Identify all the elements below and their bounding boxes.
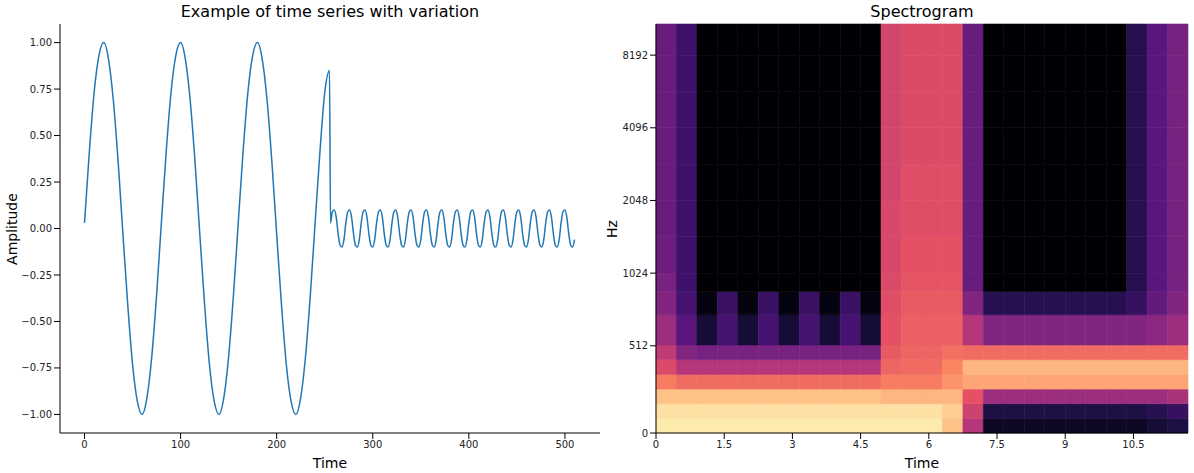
svg-text:6: 6 [926, 439, 932, 450]
svg-text:300: 300 [363, 439, 382, 450]
svg-text:9: 9 [1062, 439, 1068, 450]
svg-text:1.00: 1.00 [30, 37, 52, 48]
svg-text:0: 0 [642, 428, 648, 439]
svg-text:400: 400 [459, 439, 478, 450]
svg-text:0.50: 0.50 [30, 130, 52, 141]
svg-text:4.5: 4.5 [853, 439, 869, 450]
svg-text:1.5: 1.5 [716, 439, 732, 450]
svg-text:−0.75: −0.75 [21, 362, 52, 373]
svg-text:0: 0 [81, 439, 87, 450]
svg-text:10.5: 10.5 [1122, 439, 1144, 450]
svg-text:−1.00: −1.00 [21, 409, 52, 420]
html-text:Amplitude: Amplitude [4, 192, 20, 265]
svg-text:0: 0 [653, 439, 659, 450]
svg-text:512: 512 [629, 340, 648, 351]
svg-text:7.5: 7.5 [989, 439, 1005, 450]
svg-text:3: 3 [789, 439, 795, 450]
svg-text:−0.50: −0.50 [21, 316, 52, 327]
html-text:Time: Time [904, 455, 940, 471]
svg-text:0.75: 0.75 [30, 84, 52, 95]
html-text:Hz: Hz [604, 219, 620, 238]
svg-text:2048: 2048 [623, 195, 648, 206]
svg-text:4096: 4096 [623, 122, 648, 133]
html-text:Spectrogram: Spectrogram [870, 2, 974, 21]
svg-text:1024: 1024 [623, 268, 648, 279]
svg-text:0.00: 0.00 [30, 223, 52, 234]
svg-text:8192: 8192 [623, 50, 648, 61]
svg-text:0.25: 0.25 [30, 177, 52, 188]
html-text:Example of time series with va: Example of time series with variation [180, 2, 480, 21]
svg-text:100: 100 [171, 439, 190, 450]
html-text:Time: Time [312, 455, 348, 471]
svg-text:−0.25: −0.25 [21, 270, 52, 281]
svg-text:500: 500 [555, 439, 574, 450]
svg-text:200: 200 [267, 439, 286, 450]
